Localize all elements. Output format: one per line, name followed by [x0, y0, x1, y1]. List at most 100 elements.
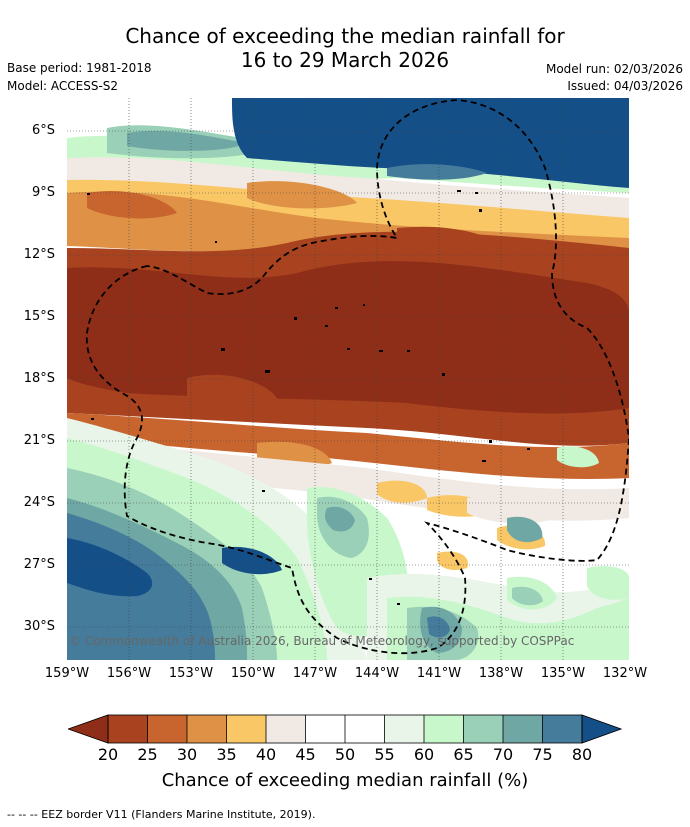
island-19: [369, 578, 372, 580]
colorbar-low-extend: [68, 714, 109, 744]
field-se-green-4: [557, 446, 599, 468]
field-south-yellow-1: [377, 480, 427, 503]
colorbar-tick-45: 45: [295, 745, 316, 764]
colorbar-seg-30-35: [187, 715, 227, 743]
island-15: [442, 373, 445, 376]
colorbar-high-extend: [581, 714, 622, 744]
lon-label-144w: 144°W: [354, 666, 400, 681]
model-name: Model: ACCESS-S2: [7, 79, 119, 93]
lon-label-150w: 150°W: [230, 666, 276, 681]
colorbar-seg-35-40: [226, 715, 266, 743]
colorbar-seg-40-45: [266, 715, 306, 743]
colorbar-seg-25-30: [147, 715, 187, 743]
field-se-blue: [427, 616, 450, 638]
field-se-steel-2: [507, 516, 543, 543]
colorbar-label: Chance of exceeding median rainfall (%): [161, 770, 529, 791]
island-20: [397, 603, 400, 605]
colorbar-seg-65-70: [463, 715, 503, 743]
field-north-steel: [127, 130, 247, 151]
eez-borders: [85, 99, 629, 655]
field-dry-core-lighter-patch-2: [397, 226, 507, 254]
colorbar-tick-75: 75: [532, 745, 553, 764]
field-sc-steel: [325, 506, 355, 532]
chart-title-line1: Chance of exceeding the median rainfall …: [125, 24, 565, 48]
colorbar-seg-20-25: [108, 715, 148, 743]
colorbar-tick-70: 70: [492, 745, 514, 764]
island-1: [87, 193, 90, 195]
colorbar-tick-40: 40: [255, 745, 277, 764]
copyright-notice: © Commonwealth of Australia 2026, Bureau…: [69, 634, 575, 648]
island-6: [335, 307, 338, 309]
colorbar-tick-50: 50: [334, 745, 356, 764]
model-run: Model run: 02/03/2026: [545, 62, 683, 76]
island-13: [407, 350, 410, 352]
lat-label-12s: 12°S: [23, 247, 55, 262]
island-8: [294, 317, 297, 320]
colorbar-tick-25: 25: [137, 745, 158, 764]
lon-label-141w: 141°W: [416, 666, 462, 681]
colorbar-seg-45-50: [305, 715, 345, 743]
lat-label-9s: 9°S: [31, 185, 55, 200]
field-south-orange: [67, 413, 629, 479]
colorbar-tick-30: 30: [176, 745, 198, 764]
lon-label-147w: 147°W: [292, 666, 338, 681]
field-sw-deep-blue-2: [222, 546, 282, 575]
field-orange-blob-1: [87, 190, 177, 219]
island-18: [262, 490, 265, 492]
colorbar-tick-55: 55: [374, 745, 395, 764]
lat-label-6s: 6°S: [31, 123, 55, 138]
colorbar-tick-65: 65: [453, 745, 474, 764]
colorbar-tick-20: 20: [97, 745, 119, 764]
lat-label-30s: 30°S: [23, 619, 55, 634]
issued-date: Issued: 04/03/2026: [567, 79, 683, 93]
island-9: [325, 325, 328, 327]
field-south-light-2: [467, 496, 557, 524]
islands: [87, 190, 530, 605]
island-12: [379, 350, 383, 352]
island-22: [91, 418, 94, 420]
base-period: Base period: 1981-2018: [7, 61, 152, 75]
field-dry-core: [67, 261, 629, 414]
probability-fields: [67, 98, 629, 660]
field-se-green-3: [587, 566, 629, 600]
colorbar-seg-55-60: [384, 715, 424, 743]
lat-label-24s: 24°S: [23, 495, 55, 510]
island-5: [215, 241, 217, 243]
field-dry-core-lighter-patch: [187, 374, 277, 408]
colorbar-tick-80: 80: [571, 745, 593, 764]
island-10: [221, 348, 225, 351]
field-north-blue-inner: [387, 164, 487, 180]
lon-label-138w: 138°W: [478, 666, 524, 681]
island-16: [489, 440, 492, 443]
lat-label-27s: 27°S: [23, 557, 55, 572]
island-21: [527, 448, 530, 450]
field-light-belt: [67, 157, 629, 218]
field-south-yellow-3: [437, 551, 468, 571]
island-3: [475, 192, 478, 194]
colorbar-seg-70-75: [503, 715, 543, 743]
rainfall-map: © Commonwealth of Australia 2026, Bureau…: [67, 98, 629, 660]
lon-label-135w: 135°W: [540, 666, 586, 681]
lon-label-153w: 153°W: [168, 666, 214, 681]
eez-footnote: -- -- -- EEZ border V11 (Flanders Marine…: [7, 808, 316, 821]
colorbar-seg-60-65: [424, 715, 464, 743]
field-se-teal-2: [512, 586, 543, 606]
colorbar-tick-35: 35: [216, 745, 237, 764]
island-17: [482, 460, 486, 462]
island-7: [363, 304, 365, 306]
field-sw-deep-blue: [67, 538, 153, 597]
island-11: [347, 348, 350, 350]
field-north-deep-blue: [232, 98, 629, 188]
lat-label-21s: 21°S: [23, 433, 55, 448]
colorbar-seg-75-80: [542, 715, 582, 743]
lon-label-132w: 132°W: [602, 666, 648, 681]
island-2: [457, 190, 461, 192]
lon-label-159w: 159°W: [44, 666, 90, 681]
lon-label-156w: 156°W: [106, 666, 152, 681]
lat-label-15s: 15°S: [23, 309, 55, 324]
graticule: [67, 98, 629, 660]
colorbar-seg-50-55: [345, 715, 385, 743]
field-orange-blob-2: [247, 181, 357, 209]
colorbar-tick-60: 60: [413, 745, 435, 764]
island-4: [479, 209, 482, 212]
